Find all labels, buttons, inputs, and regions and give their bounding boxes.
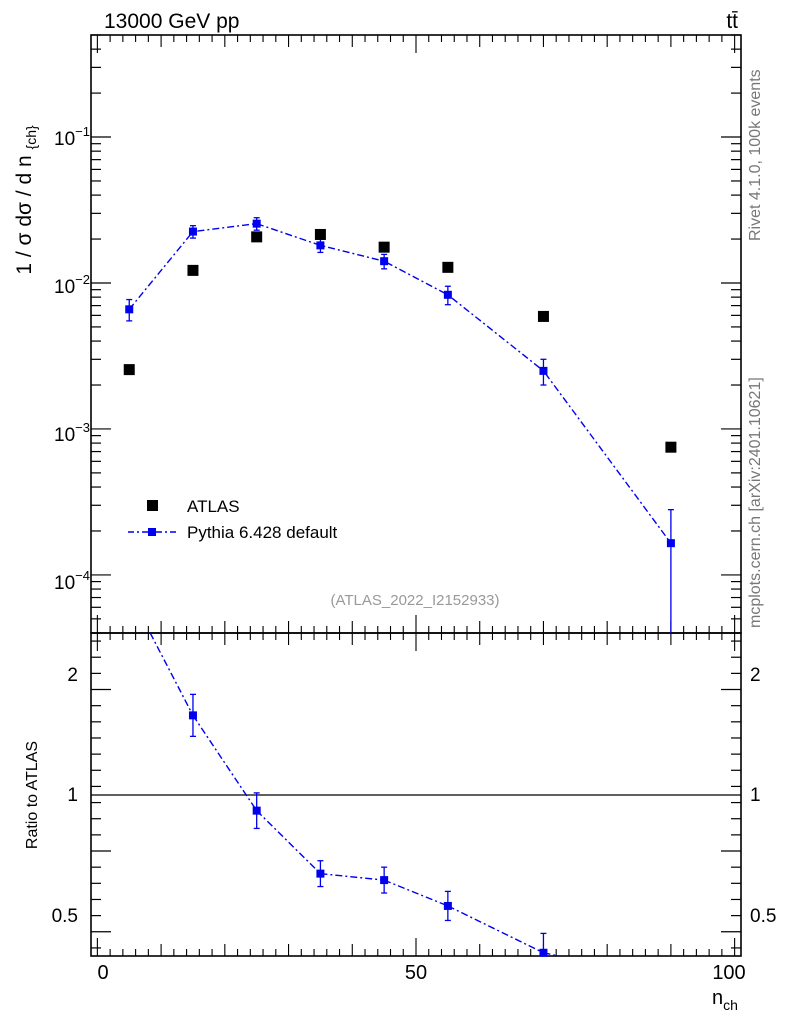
- pythia-point: [380, 257, 389, 266]
- ratio-y-tick-label-left: 1: [67, 785, 78, 806]
- main-y-minor-ticks: [91, 34, 741, 634]
- x-axis-label: nch: [712, 987, 738, 1013]
- ratio-series-segment: [320, 872, 385, 881]
- pythia-series-line: [128, 222, 672, 544]
- legend-pythia-marker: [148, 528, 156, 536]
- atlas-point: [378, 241, 390, 253]
- atlas-point: [251, 231, 263, 243]
- pythia-point: [316, 241, 325, 250]
- ratio-y-tick-label-right: 2: [750, 665, 761, 686]
- pythia-point: [539, 366, 548, 375]
- legend-atlas-label: ATLAS: [187, 497, 240, 516]
- main-y-tick-label: 10−1: [54, 124, 90, 150]
- ratio-series-segment: [149, 632, 194, 716]
- ratio-y-tick-label-left: 2: [67, 665, 78, 686]
- main-y-tick-label: 10−4: [54, 568, 90, 594]
- x-tick-label: 50: [405, 962, 427, 984]
- main-y-axis-label-main: 1 / σ dσ / d n: [13, 155, 36, 274]
- pythia-point: [252, 219, 261, 228]
- atlas-point: [314, 228, 326, 240]
- atlas-point: [665, 441, 677, 453]
- x-tick-label: 0: [97, 962, 108, 984]
- main-y-tick-labels: 10−1 10−2 10−3 10−4: [54, 124, 90, 594]
- legend-pythia-label: Pythia 6.428 default: [187, 523, 338, 542]
- atlas-point: [442, 261, 454, 273]
- ratio-x-ticks: [96, 633, 736, 956]
- ratio-y-axis-label: Ratio to ATLAS: [24, 741, 41, 849]
- ratio-point: [539, 948, 548, 957]
- atlas-point: [123, 364, 135, 376]
- atlas-point: [187, 264, 199, 276]
- legend-atlas-marker: [147, 500, 158, 511]
- analysis-watermark: (ATLAS_2022_I2152933): [330, 592, 499, 609]
- header-process-label: tt̄: [726, 10, 738, 33]
- ratio-point: [316, 869, 325, 878]
- x-tick-label: 100: [712, 962, 745, 984]
- ratio-series-segment: [447, 905, 544, 954]
- pythia-point: [188, 227, 197, 236]
- ratio-point: [188, 711, 197, 720]
- mcplots-label: mcplots.cern.ch [arXiv:2401.10621]: [747, 377, 764, 628]
- main-y-axis-label: 1 / σ dσ / d n {ch}: [13, 125, 39, 275]
- ratio-series-segment: [383, 879, 449, 907]
- ratio-series-segment: [192, 714, 258, 812]
- atlas-point: [537, 310, 549, 322]
- main-x-ticks: [96, 35, 736, 633]
- rivet-version-label: Rivet 4.1.0, 100k events: [747, 69, 764, 241]
- pythia-point: [125, 305, 134, 314]
- ratio-data-layer: [149, 632, 559, 957]
- ratio-y-tick-label-right: 0.5: [750, 906, 776, 927]
- pythia-point: [443, 290, 452, 299]
- ratio-point: [380, 876, 389, 885]
- main-data-layer: [123, 217, 677, 633]
- main-y-tick-label: 10−2: [54, 272, 90, 298]
- ratio-y-tick-label-right: 1: [750, 785, 761, 806]
- main-y-axis-label-sub: {ch}: [23, 125, 39, 149]
- ratio-point: [443, 901, 452, 910]
- ratio-y-tick-label-left: 0.5: [52, 906, 78, 927]
- header-energy-label: 13000 GeV pp: [104, 10, 239, 33]
- ratio-ticks: [91, 640, 741, 949]
- pythia-point: [666, 539, 675, 548]
- ratio-point: [252, 806, 261, 815]
- legend: ATLAS Pythia 6.428 default: [128, 497, 338, 542]
- main-y-tick-label: 10−3: [54, 420, 90, 446]
